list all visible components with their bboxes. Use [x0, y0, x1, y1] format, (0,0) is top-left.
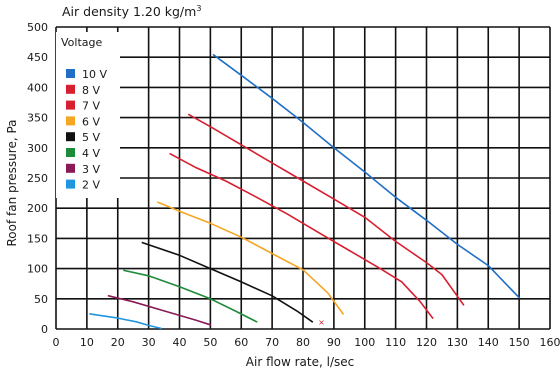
chart-title: Air density 1.20 kg/m3 [62, 4, 201, 19]
x-tick-label: 50 [203, 336, 217, 349]
x-tick-label: 80 [296, 336, 310, 349]
series-lines [89, 53, 520, 330]
annotations: × [318, 318, 325, 327]
x-axis-label: Air flow rate, l/sec [246, 355, 354, 369]
series-line-6v [157, 201, 344, 315]
x-tick-label: 140 [478, 336, 499, 349]
legend-swatch [66, 116, 75, 126]
series-line-3v [107, 294, 212, 326]
x-tick-label: 70 [265, 336, 279, 349]
legend-label: 10 V [82, 68, 107, 81]
x-tick-label: 10 [80, 336, 94, 349]
chart-title-superscript: 3 [196, 4, 202, 13]
y-tick-label: 450 [27, 51, 48, 64]
annotation-mark: × [318, 318, 325, 327]
x-tick-label: 40 [173, 336, 187, 349]
legend-swatch [66, 84, 75, 94]
legend-label: 2 V [82, 179, 100, 192]
x-tick-label: 20 [111, 336, 125, 349]
x-tick-label: 100 [354, 336, 375, 349]
y-tick-label: 100 [27, 263, 48, 276]
series-line-10v [212, 53, 520, 299]
x-tick-label: 60 [234, 336, 248, 349]
legend-label: 6 V [82, 115, 100, 128]
chart-title-text: Air density 1.20 kg/m [62, 4, 197, 20]
series-line-7v [169, 153, 434, 319]
x-tick-label: 120 [416, 336, 437, 349]
y-tick-label: 250 [27, 172, 48, 185]
x-tick-labels: 0 10 20 30 40 50 60 70 80 90 100 110 120 130 140 150 160 [53, 336, 560, 349]
legend-swatch [66, 179, 75, 189]
legend: Voltage 10 V 8 V 7 V 6 V 5 V 4 V 3 V 2 V [56, 32, 120, 198]
y-tick-label: 500 [27, 21, 48, 34]
x-tick-label: 130 [447, 336, 468, 349]
legend-swatch [66, 132, 75, 142]
y-axis-label: Roof fan pressure, Pa [5, 119, 19, 246]
series-line-8v [188, 113, 465, 306]
y-tick-label: 150 [27, 232, 48, 245]
y-tick-labels: 0 50 100 150 200 250 300 350 400 450 500 [27, 21, 48, 336]
legend-label: 8 V [82, 84, 100, 97]
x-tick-label: 90 [327, 336, 341, 349]
grid [55, 26, 551, 330]
x-tick-label: 150 [509, 336, 530, 349]
y-tick-label: 300 [27, 142, 48, 155]
y-tick-label: 50 [34, 293, 48, 306]
legend-label: 4 V [82, 147, 100, 160]
x-tick-label: 30 [142, 336, 156, 349]
legend-swatch [66, 148, 75, 157]
x-tick-label: 0 [53, 336, 60, 349]
series-line-2v [89, 313, 162, 330]
series-line-5v [141, 241, 314, 323]
x-tick-label: 110 [385, 336, 406, 349]
series-line-4v [123, 269, 258, 323]
legend-title: Voltage [61, 36, 102, 49]
x-tick-label: 160 [540, 336, 560, 349]
legend-swatch [66, 100, 75, 110]
legend-label: 5 V [82, 131, 100, 144]
legend-label: 7 V [82, 100, 100, 113]
y-tick-label: 350 [27, 112, 48, 125]
y-tick-label: 200 [27, 202, 48, 215]
y-tick-label: 0 [41, 323, 48, 336]
legend-swatch [66, 69, 75, 78]
legend-swatch [66, 163, 75, 173]
legend-label: 3 V [82, 163, 100, 176]
y-tick-label: 400 [27, 81, 48, 94]
